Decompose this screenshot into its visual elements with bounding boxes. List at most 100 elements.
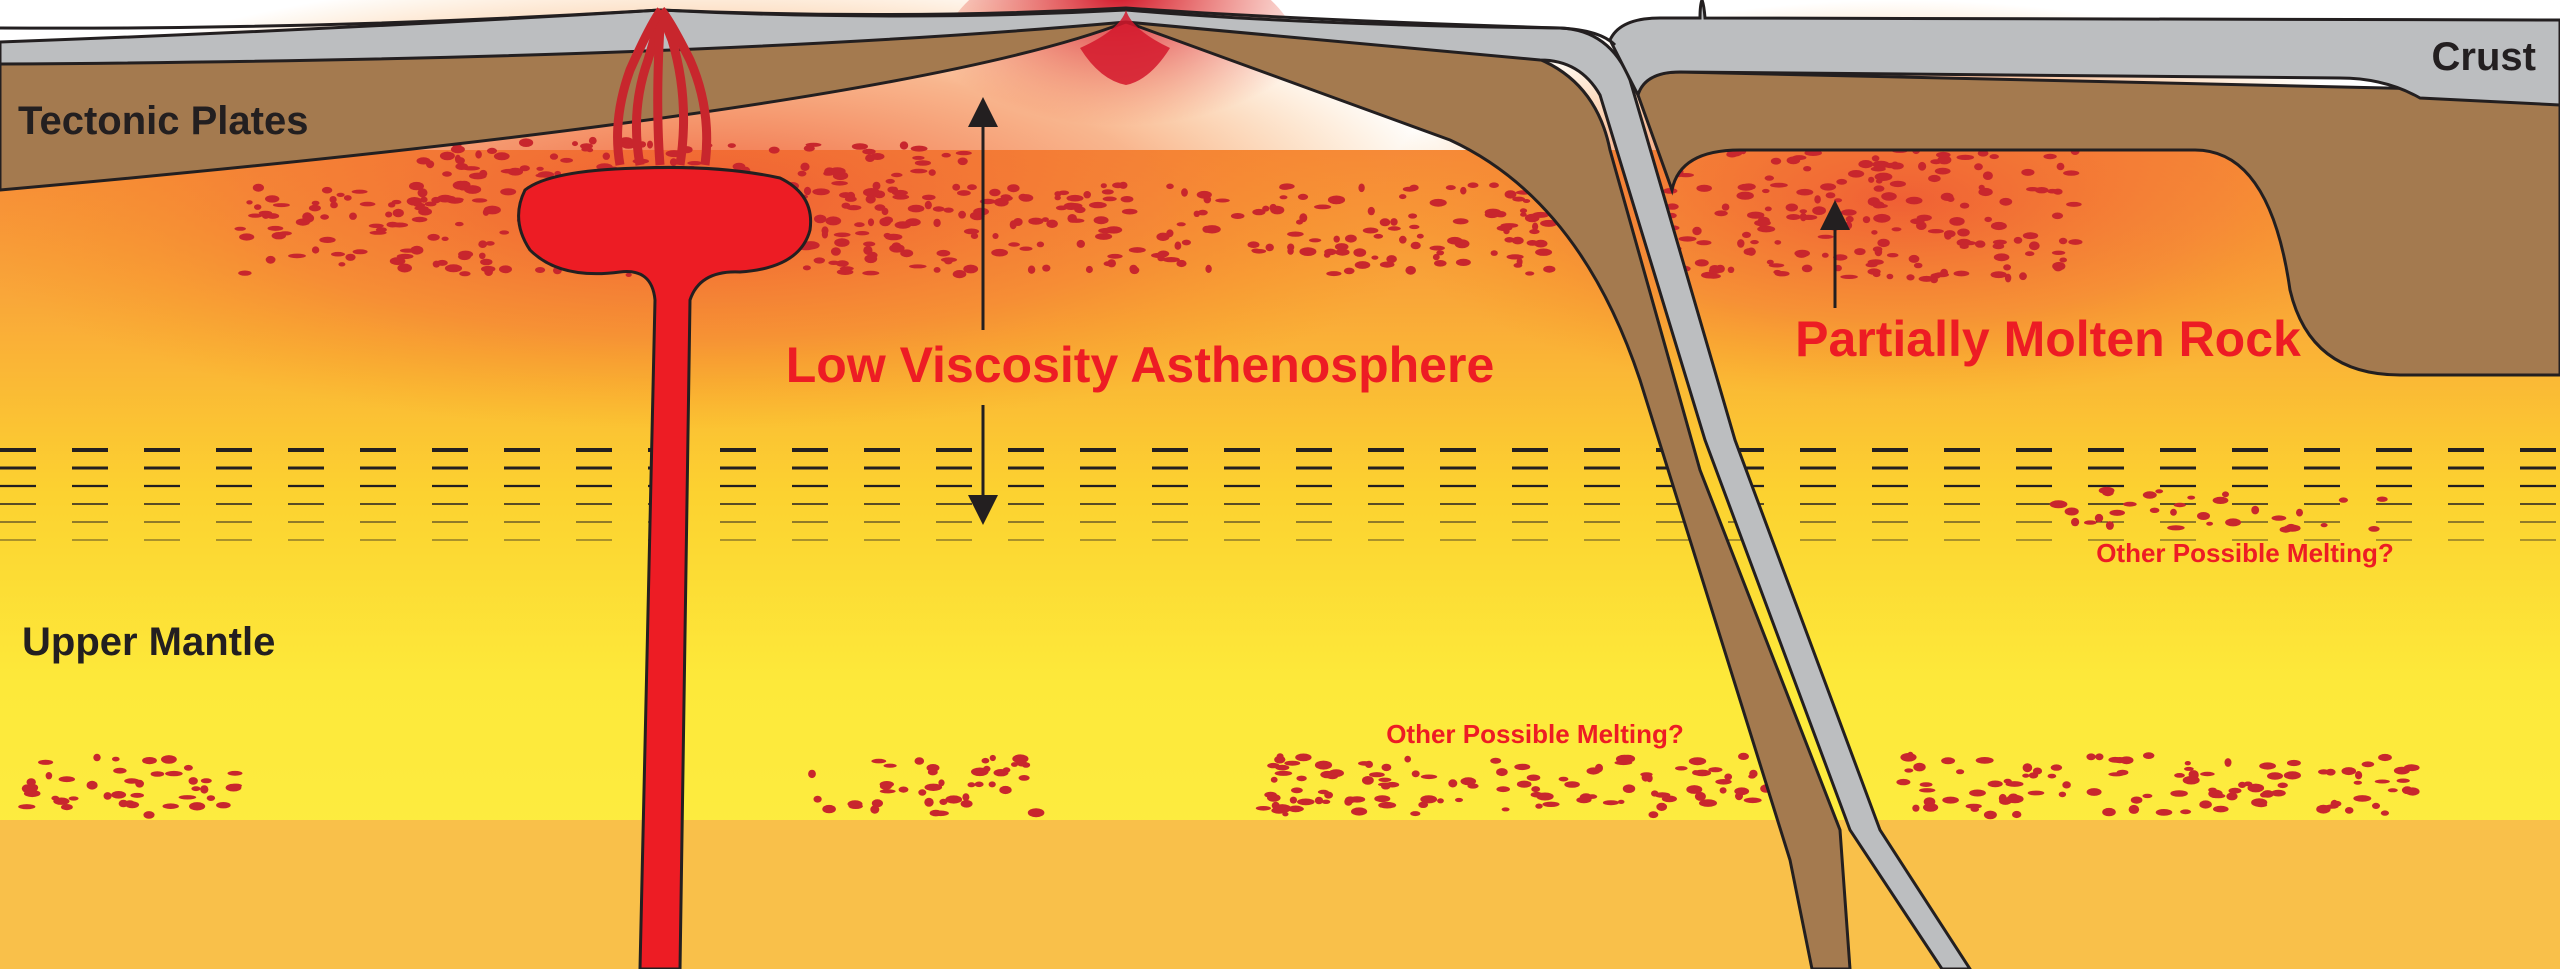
melt-dot (928, 169, 936, 176)
melt-dot (1595, 763, 1603, 773)
melt-dot (2116, 769, 2129, 776)
melt-dot (1410, 811, 1421, 817)
melt-dot (230, 783, 242, 788)
melt-dot (2034, 187, 2049, 194)
melt-dot (1067, 203, 1083, 209)
melt-dot (1308, 238, 1322, 243)
melt-dot (1344, 797, 1353, 806)
melt-dot (2071, 517, 2080, 527)
melt-dot (2228, 787, 2242, 794)
melt-dot (368, 223, 384, 228)
melt-dot (288, 253, 306, 259)
melt-dot (1504, 190, 1517, 199)
melt-dot (1872, 201, 1885, 209)
melt-dot (1814, 195, 1821, 204)
melt-dot (2226, 792, 2238, 801)
melt-dot (500, 188, 517, 196)
melt-dot (2374, 779, 2390, 784)
melt-dot (1889, 180, 1906, 188)
melt-dot (311, 246, 320, 254)
melt-dot (1027, 265, 1036, 274)
melt-dot (2056, 162, 2065, 171)
melt-dot (1799, 212, 1807, 222)
melt-dot (267, 225, 284, 231)
melt-dot (2013, 236, 2023, 244)
melt-dot (1333, 235, 1340, 243)
melt-dot (1736, 191, 1754, 200)
melt-dot (455, 163, 469, 170)
melt-dot (1803, 166, 1812, 172)
melt-dot (851, 143, 869, 150)
melt-dot (2059, 257, 2067, 263)
melt-dot (351, 189, 368, 194)
melt-dot (1262, 205, 1270, 212)
melt-dot (1774, 271, 1790, 277)
melt-dot (1230, 213, 1245, 219)
melt-dot (1825, 192, 1836, 199)
melt-dot (2021, 168, 2035, 176)
melt-dot (2105, 521, 2114, 530)
melt-dot (1345, 234, 1357, 243)
melt-dot (1526, 240, 1539, 246)
melt-dot (1908, 254, 1920, 263)
melt-dot (2174, 773, 2185, 778)
melt-dot (1018, 775, 1030, 781)
melt-dot (910, 168, 928, 174)
melt-dot (768, 146, 780, 154)
melt-dot (1956, 769, 1965, 775)
melt-dot (1766, 259, 1774, 265)
melt-dot (1432, 253, 1440, 261)
melt-dot (1999, 197, 2013, 206)
melt-dot (1641, 773, 1650, 782)
melt-dot (2368, 526, 2380, 532)
melt-dot (1992, 243, 2005, 250)
melt-dot (2112, 757, 2128, 764)
melt-dot (1362, 227, 1379, 234)
melt-dot (1910, 218, 1925, 225)
melt-dot (93, 753, 101, 762)
melt-dot (900, 249, 914, 258)
melt-dot (800, 162, 810, 171)
melt-dot (2043, 153, 2057, 160)
melt-dot (1420, 774, 1438, 780)
melt-dot (2261, 790, 2274, 798)
melt-dot (1279, 195, 1288, 200)
melt-dot (86, 780, 98, 790)
label-upper-mantle: Upper Mantle (22, 620, 275, 664)
melt-dot (867, 251, 878, 259)
melt-dot (1197, 209, 1208, 216)
melt-dot (1275, 764, 1290, 771)
melt-dot (2053, 263, 2063, 272)
melt-dot (1865, 262, 1878, 268)
melt-dot (150, 771, 165, 777)
melt-dot (943, 257, 953, 265)
melt-dot (955, 150, 972, 156)
melt-dot (45, 772, 53, 780)
melt-dot (879, 782, 892, 790)
melt-dot (941, 152, 951, 158)
melt-dot (1353, 248, 1367, 257)
melt-dot (1540, 219, 1558, 227)
melt-dot (142, 757, 157, 765)
melt-dot (1891, 161, 1899, 170)
melt-dot (331, 251, 345, 257)
melt-dot (2006, 794, 2024, 804)
melt-dot (2197, 512, 2210, 520)
melt-dot (439, 151, 455, 161)
melt-dot (2027, 790, 2045, 796)
melt-dot (1900, 753, 1917, 762)
melt-dot (914, 757, 925, 765)
melt-dot (1706, 273, 1721, 279)
melt-dot (2128, 804, 2140, 814)
melt-dot (1820, 183, 1837, 191)
melt-dot (1327, 195, 1346, 205)
melt-dot (272, 203, 290, 208)
melt-dot (427, 233, 440, 241)
melt-dot (814, 214, 827, 224)
melt-dot (2167, 525, 2185, 531)
melt-dot (619, 137, 633, 143)
melt-dot (2184, 766, 2194, 771)
melt-dot (2058, 791, 2067, 798)
melt-dot (1868, 176, 1875, 183)
melt-dot (200, 785, 209, 794)
